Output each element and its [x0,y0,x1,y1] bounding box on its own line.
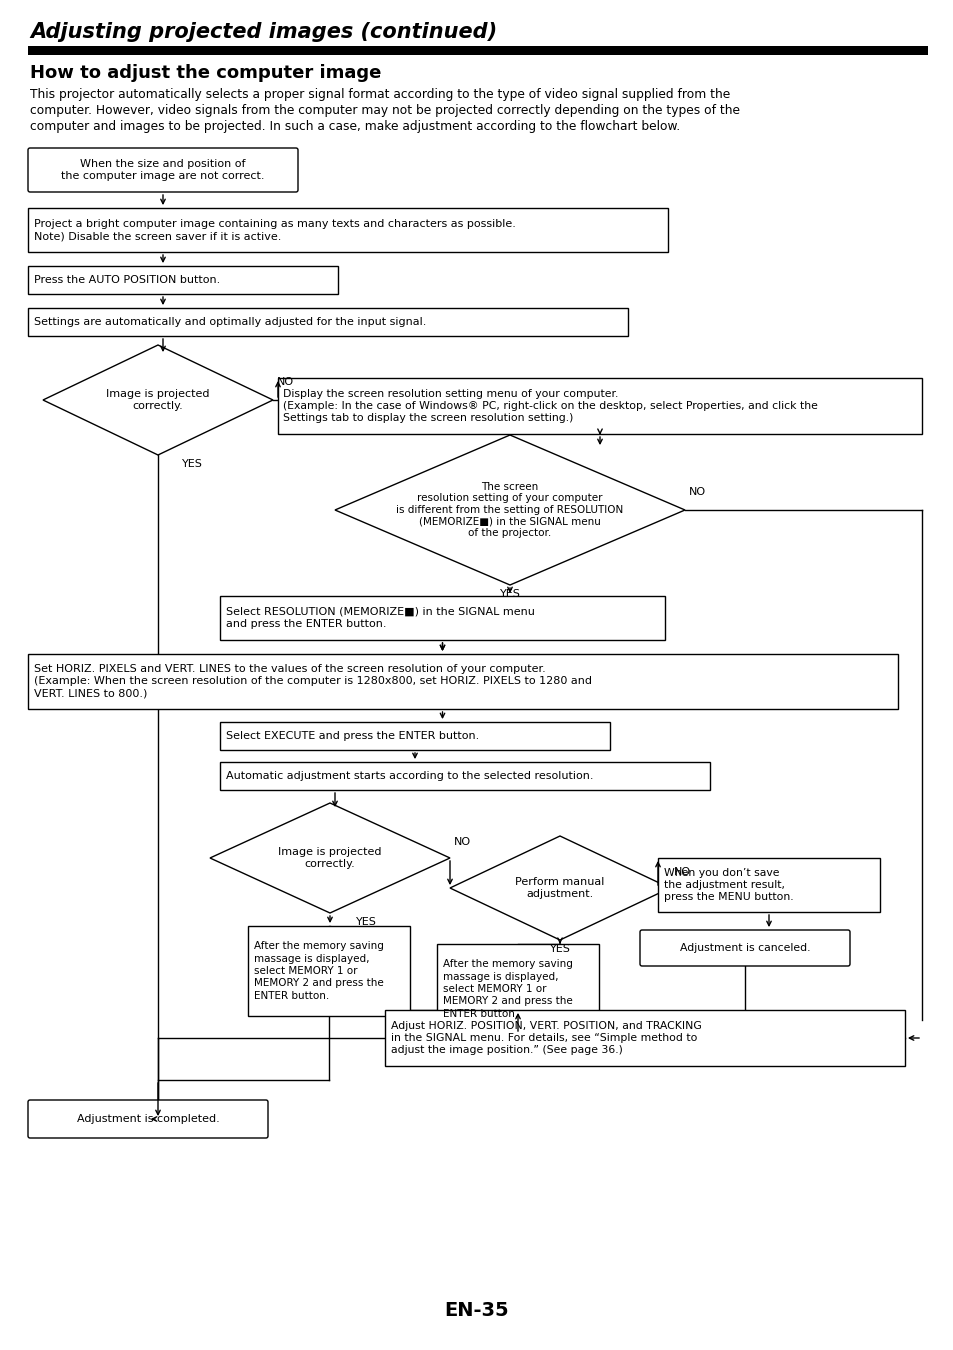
Bar [658,859,879,913]
Text: After the memory saving
massage is displayed,
select MEMORY 1 or
MEMORY 2 and pr: After the memory saving massage is displ… [253,941,383,1000]
Text: Perform manual
adjustment.: Perform manual adjustment. [515,878,604,899]
FancyBboxPatch shape [639,930,849,967]
Text: Adjusting projected images (continued): Adjusting projected images (continued) [30,22,497,42]
Bar [28,266,337,294]
Bar [220,595,664,640]
Text: Press the AUTO POSITION button.: Press the AUTO POSITION button. [34,275,220,285]
Text: When the size and position of
the computer image are not correct.: When the size and position of the comput… [61,159,265,181]
Bar [385,1010,904,1066]
Text: YES: YES [499,589,520,599]
Text: Adjustment is canceled.: Adjustment is canceled. [679,944,809,953]
Text: computer and images to be projected. In such a case, make adjustment according t: computer and images to be projected. In … [30,120,679,134]
Bar [28,208,667,252]
Text: computer. However, video signals from the computer may not be projected correctl: computer. However, video signals from th… [30,104,740,117]
Bar [28,46,927,55]
Text: Adjustment is completed.: Adjustment is completed. [76,1114,219,1125]
Text: After the memory saving
massage is displayed,
select MEMORY 1 or
MEMORY 2 and pr: After the memory saving massage is displ… [442,960,572,1019]
Text: YES: YES [182,459,203,468]
Text: The screen
resolution setting of your computer
is different from the setting of : The screen resolution setting of your co… [395,482,623,539]
Text: This projector automatically selects a proper signal format according to the typ: This projector automatically selects a p… [30,88,729,101]
Polygon shape [335,435,684,585]
Text: YES: YES [549,944,570,954]
Text: Set HORIZ. PIXELS and VERT. LINES to the values of the screen resolution of your: Set HORIZ. PIXELS and VERT. LINES to the… [34,664,592,699]
Text: Automatic adjustment starts according to the selected resolution.: Automatic adjustment starts according to… [226,771,593,782]
Bar [277,378,921,433]
Text: Display the screen resolution setting menu of your computer.
(Example: In the ca: Display the screen resolution setting me… [283,389,817,424]
Text: Image is projected
correctly.: Image is projected correctly. [106,389,210,410]
Text: NO: NO [276,377,294,387]
Text: When you don’t save
the adjustment result,
press the MENU button.: When you don’t save the adjustment resul… [663,868,793,902]
Bar [28,653,897,709]
Text: YES: YES [355,917,376,927]
Text: Select RESOLUTION (MEMORIZE■) in the SIGNAL menu
and press the ENTER button.: Select RESOLUTION (MEMORIZE■) in the SIG… [226,606,535,629]
Bar [220,722,609,751]
Polygon shape [43,346,273,455]
Text: Select EXECUTE and press the ENTER button.: Select EXECUTE and press the ENTER butto… [226,730,478,741]
Bar [28,308,627,336]
Bar [436,944,598,1034]
Bar [248,926,410,1017]
Text: NO: NO [688,487,705,497]
Polygon shape [450,836,669,940]
Text: Project a bright computer image containing as many texts and characters as possi: Project a bright computer image containi… [34,219,516,242]
Text: Settings are automatically and optimally adjusted for the input signal.: Settings are automatically and optimally… [34,317,426,327]
Text: NO: NO [454,837,471,846]
Text: NO: NO [673,867,690,878]
FancyBboxPatch shape [28,148,297,192]
Text: Image is projected
correctly.: Image is projected correctly. [278,848,381,869]
Bar [220,761,709,790]
FancyBboxPatch shape [28,1100,268,1138]
Text: How to adjust the computer image: How to adjust the computer image [30,63,381,82]
Text: EN-35: EN-35 [444,1300,509,1319]
Polygon shape [210,803,450,913]
Text: Adjust HORIZ. POSITION, VERT. POSITION, and TRACKING
in the SIGNAL menu. For det: Adjust HORIZ. POSITION, VERT. POSITION, … [391,1021,701,1056]
